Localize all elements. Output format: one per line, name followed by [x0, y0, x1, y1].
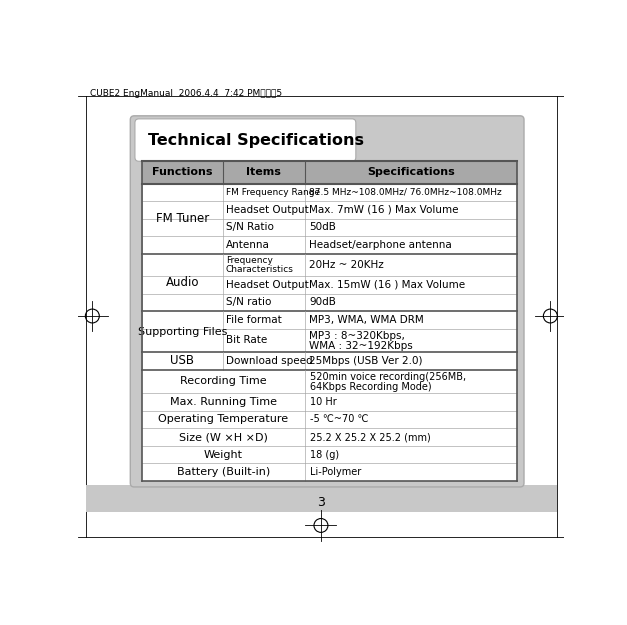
- Text: Weight: Weight: [204, 449, 243, 459]
- Text: Antenna: Antenna: [226, 240, 270, 250]
- Text: Li-Polymer: Li-Polymer: [310, 467, 361, 477]
- FancyBboxPatch shape: [135, 119, 356, 161]
- Text: FM Frequency Range: FM Frequency Range: [226, 188, 320, 197]
- Text: File format: File format: [226, 315, 282, 325]
- Text: FM Tuner: FM Tuner: [155, 213, 209, 225]
- Text: S/N ratio: S/N ratio: [226, 298, 271, 308]
- Text: 10 Hr: 10 Hr: [310, 397, 337, 407]
- Text: Battery (Built-in): Battery (Built-in): [177, 467, 270, 477]
- Text: 50dB: 50dB: [309, 222, 336, 232]
- Text: Specifications: Specifications: [367, 168, 455, 177]
- Text: WMA : 32~192Kbps: WMA : 32~192Kbps: [309, 341, 413, 351]
- Text: MP3 : 8~320Kbps,: MP3 : 8~320Kbps,: [309, 331, 405, 341]
- Text: Frequency: Frequency: [226, 256, 273, 266]
- Text: 64Kbps Recording Mode): 64Kbps Recording Mode): [310, 382, 431, 392]
- Text: 20Hz ~ 20KHz: 20Hz ~ 20KHz: [309, 260, 384, 270]
- Text: Download speed: Download speed: [226, 356, 312, 366]
- Bar: [142, 161, 517, 184]
- Text: CUBE2 EngManual  2006.4.4  7:42 PM페이지5: CUBE2 EngManual 2006.4.4 7:42 PM페이지5: [90, 89, 282, 98]
- Text: 90dB: 90dB: [309, 298, 336, 308]
- Text: 25.2 X 25.2 X 25.2 (mm): 25.2 X 25.2 X 25.2 (mm): [310, 432, 431, 442]
- Text: Supporting Files: Supporting Files: [137, 327, 227, 337]
- FancyBboxPatch shape: [130, 116, 524, 487]
- Text: Items: Items: [246, 168, 282, 177]
- Bar: [142, 161, 517, 481]
- Text: Headset/earphone antenna: Headset/earphone antenna: [309, 240, 451, 250]
- Text: Functions: Functions: [152, 168, 213, 177]
- Bar: [86, 486, 557, 512]
- Text: Audio: Audio: [166, 276, 199, 289]
- Text: Size (W ×H ×D): Size (W ×H ×D): [179, 432, 268, 442]
- Text: 87.5 MHz~108.0MHz/ 76.0MHz~108.0MHz: 87.5 MHz~108.0MHz/ 76.0MHz~108.0MHz: [309, 188, 502, 197]
- Text: Max. 7mW (16 ) Max Volume: Max. 7mW (16 ) Max Volume: [309, 205, 458, 215]
- Text: Headset Output: Headset Output: [226, 280, 308, 290]
- Text: 25Mbps (USB Ver 2.0): 25Mbps (USB Ver 2.0): [309, 356, 423, 366]
- Text: Bit Rate: Bit Rate: [226, 336, 267, 346]
- Text: Max. Running Time: Max. Running Time: [170, 397, 277, 407]
- Text: MP3, WMA, WMA DRM: MP3, WMA, WMA DRM: [309, 315, 424, 325]
- Text: 18 (g): 18 (g): [310, 449, 339, 459]
- Text: Headset Output: Headset Output: [226, 205, 308, 215]
- Text: 520min voice recording(256MB,: 520min voice recording(256MB,: [310, 372, 466, 382]
- Text: Characteristics: Characteristics: [226, 266, 293, 274]
- Text: Max. 15mW (16 ) Max Volume: Max. 15mW (16 ) Max Volume: [309, 280, 465, 290]
- Text: S/N Ratio: S/N Ratio: [226, 222, 273, 232]
- Text: Technical Specifications: Technical Specifications: [148, 132, 364, 148]
- Text: 3: 3: [317, 496, 325, 509]
- Text: Operating Temperature: Operating Temperature: [159, 414, 288, 424]
- Text: -5 ℃~70 ℃: -5 ℃~70 ℃: [310, 414, 368, 424]
- Text: Recording Time: Recording Time: [180, 376, 267, 386]
- Text: USB: USB: [171, 354, 194, 367]
